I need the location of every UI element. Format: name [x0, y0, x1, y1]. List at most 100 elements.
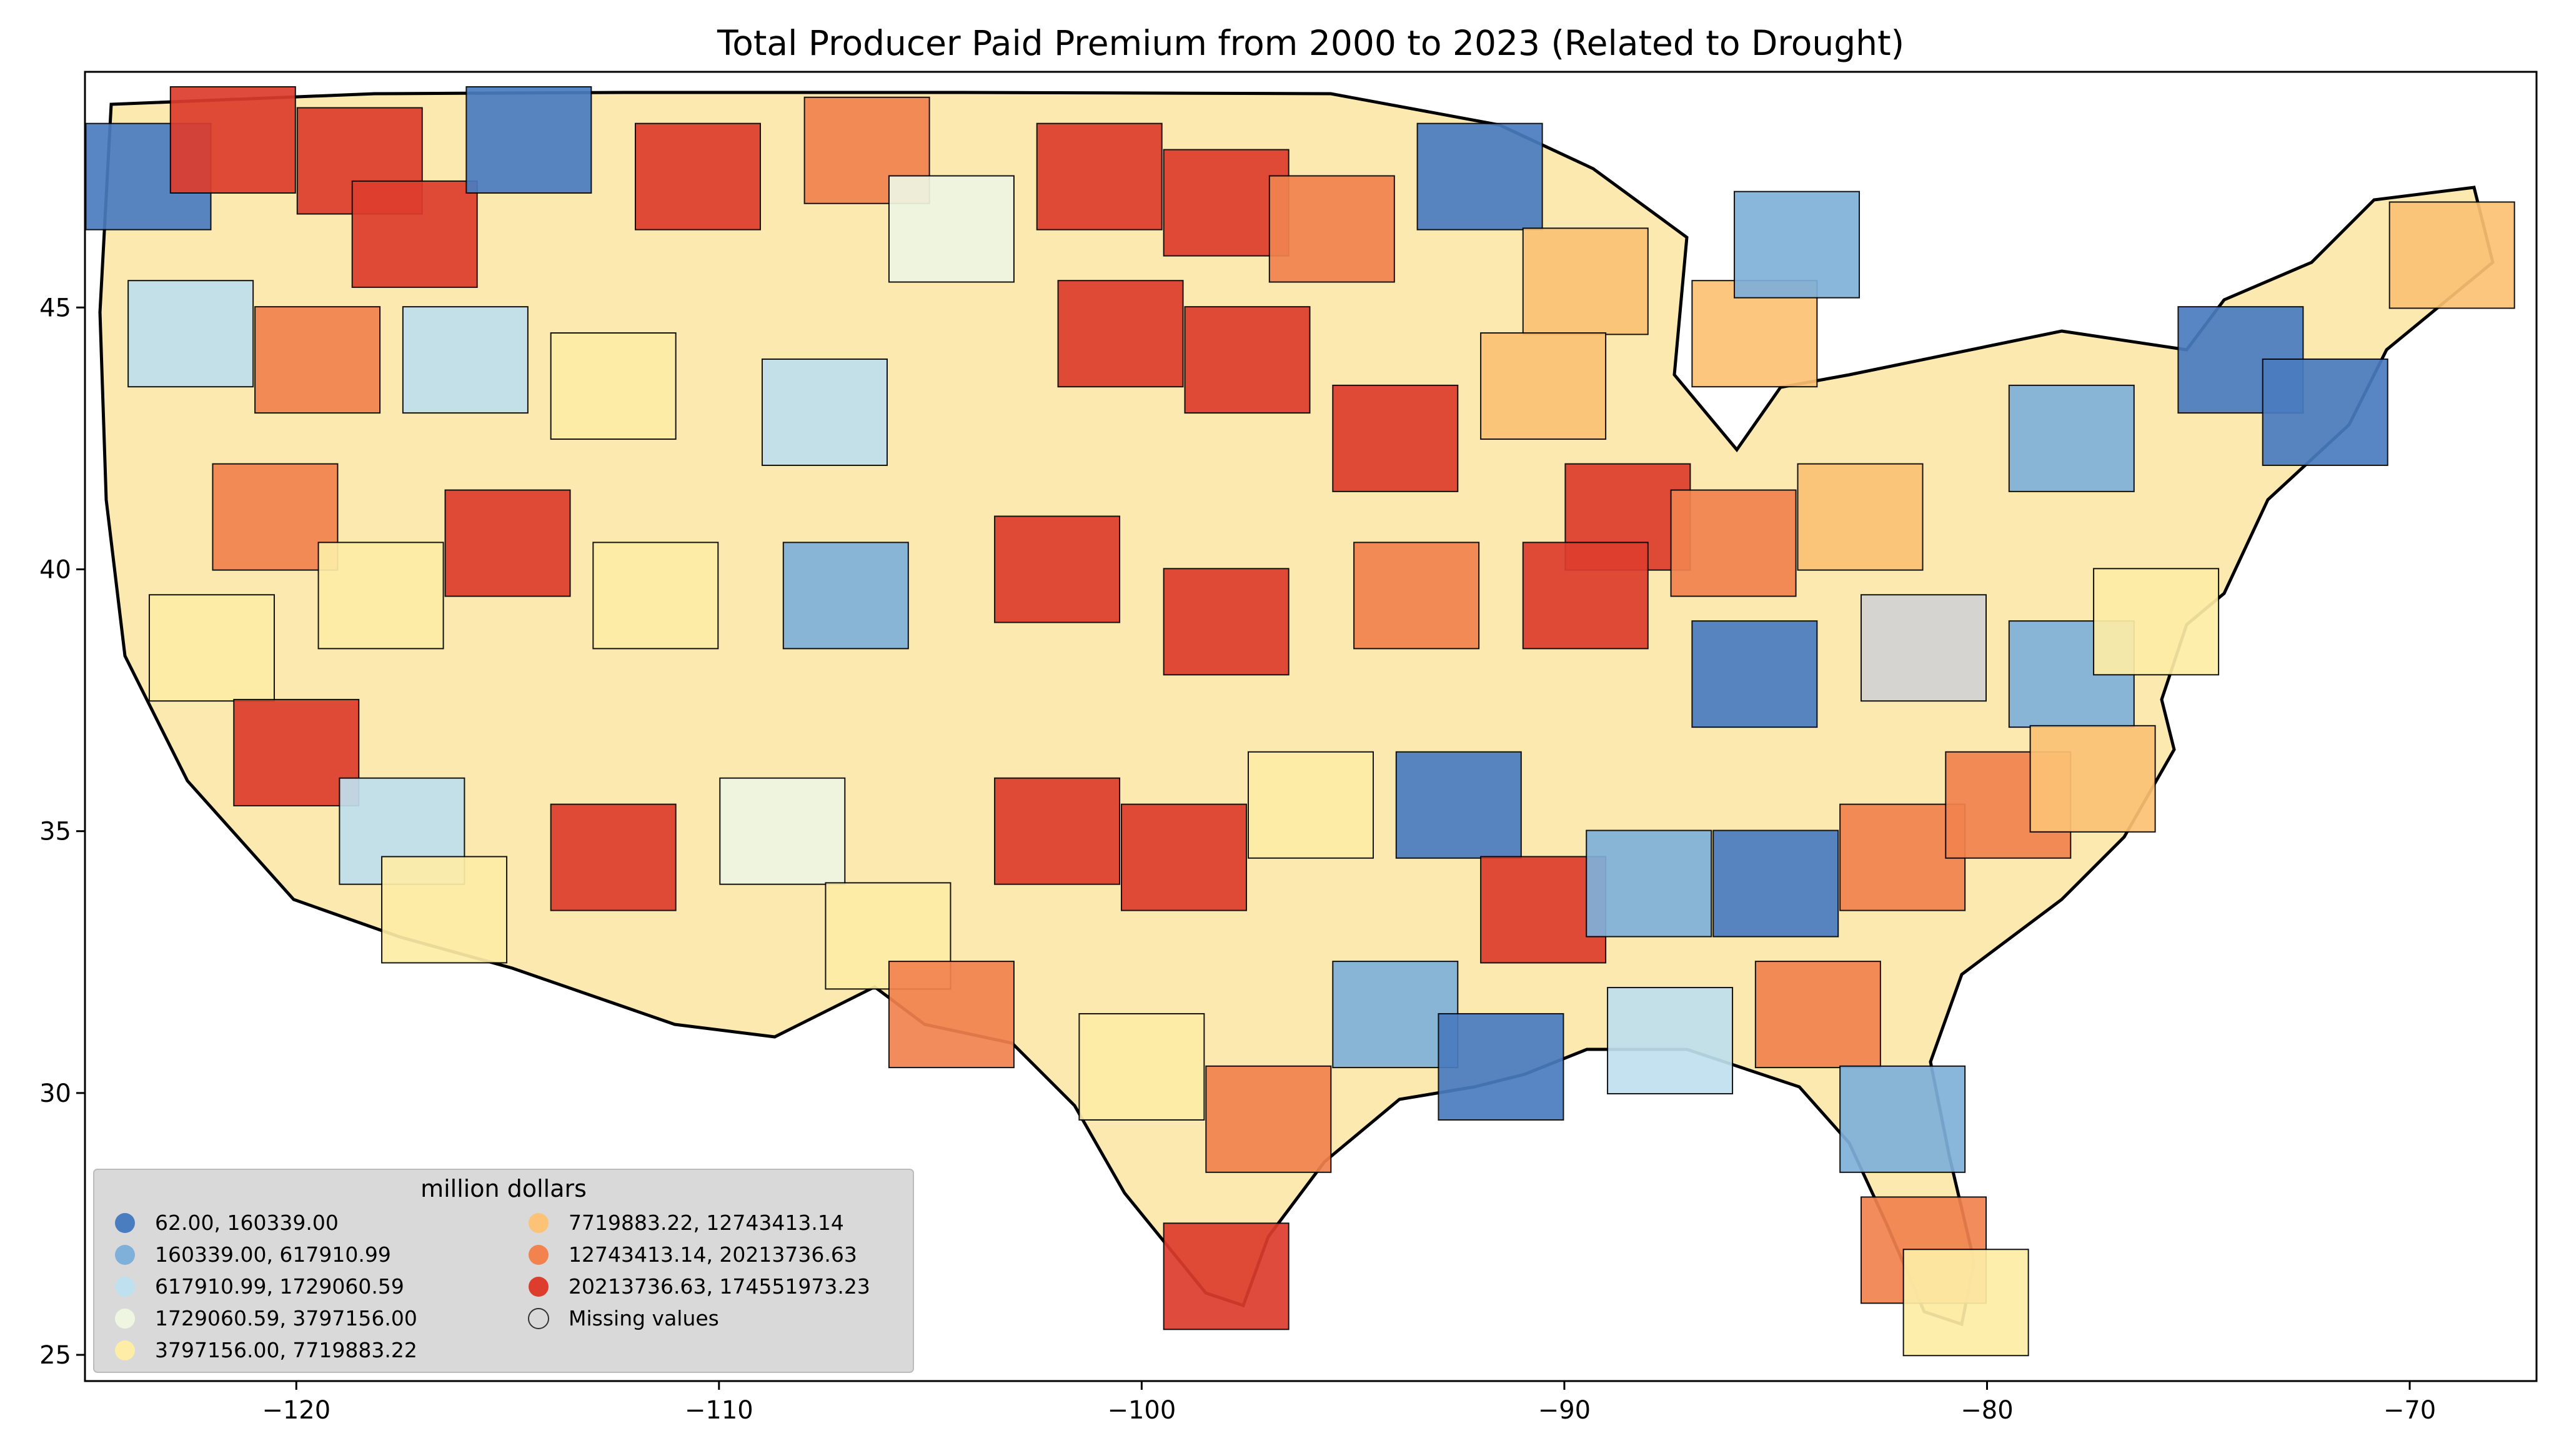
region-patch — [1163, 1222, 1289, 1330]
legend-title: million dollars — [420, 1175, 587, 1202]
region-patch — [233, 698, 360, 806]
y-tick-label: 35 — [39, 818, 71, 846]
x-tick-label: −100 — [1107, 1396, 1176, 1425]
region-patch — [2262, 358, 2388, 466]
region-patch — [994, 777, 1121, 885]
region-patch — [1416, 122, 1543, 230]
region-patch — [1839, 1065, 1966, 1173]
x-tick-label: −80 — [1960, 1396, 2013, 1425]
region-patch — [1522, 542, 1649, 650]
region-patch — [1057, 280, 1184, 388]
x-tick-label: −70 — [2383, 1396, 2436, 1425]
region-patch — [1754, 961, 1881, 1069]
region-patch — [2008, 384, 2135, 492]
region-patch — [1734, 191, 1861, 299]
x-tick-label: −120 — [262, 1396, 330, 1425]
region-patch — [1861, 594, 1987, 702]
region-patch — [1438, 1013, 1564, 1121]
region-patch — [402, 306, 529, 414]
region-patch — [1036, 122, 1163, 230]
region-patch — [1163, 149, 1289, 257]
y-tick-label: 25 — [39, 1341, 71, 1370]
region-patch — [761, 358, 888, 466]
region-patch — [351, 180, 478, 288]
legend-marker-missing — [528, 1308, 549, 1329]
region-patch — [1163, 568, 1289, 676]
region-patch — [1205, 1065, 1332, 1173]
legend-marker — [115, 1213, 135, 1233]
legend: million dollars 62.00, 160339.00 160339.0… — [93, 1169, 914, 1373]
region-patch — [1268, 175, 1395, 283]
region-patch — [592, 542, 719, 650]
legend-label: 160339.00, 617910.99 — [155, 1242, 391, 1267]
region-patch — [1395, 751, 1522, 859]
region-patch — [465, 86, 592, 194]
region-patch — [1480, 332, 1607, 440]
region-patch — [1184, 306, 1311, 414]
legend-marker — [529, 1277, 549, 1297]
x-axis: −120 −110 −100 −90 −80 −70 — [262, 1381, 2436, 1425]
region-patch — [1353, 542, 1480, 650]
legend-box — [93, 1169, 914, 1373]
region-patch — [254, 306, 381, 414]
region-patch — [1607, 987, 1734, 1095]
region-patch — [1332, 384, 1459, 492]
region-patch — [719, 777, 846, 885]
region-patch — [381, 856, 508, 964]
region-patch — [1797, 463, 1924, 571]
region-patch — [127, 280, 254, 388]
region-patch — [317, 542, 444, 650]
region-patch — [994, 515, 1121, 623]
y-tick-label: 40 — [39, 555, 71, 584]
region-patch — [1248, 751, 1374, 859]
region-patch — [2388, 201, 2515, 309]
legend-marker — [115, 1309, 135, 1329]
legend-label: 3797156.00, 7719883.22 — [155, 1338, 417, 1362]
region-patch — [888, 961, 1015, 1069]
region-patch — [1078, 1013, 1205, 1121]
legend-marker — [529, 1245, 549, 1265]
region-patch — [550, 332, 677, 440]
legend-label: 7719883.22, 12743413.14 — [569, 1211, 844, 1235]
region-patch — [1480, 856, 1607, 964]
region-patch — [169, 86, 296, 194]
y-tick-label: 45 — [39, 294, 71, 322]
region-patch — [1902, 1249, 2029, 1357]
region-patch — [1332, 961, 1459, 1069]
region-patch — [212, 463, 339, 571]
legend-label: 62.00, 160339.00 — [155, 1211, 339, 1235]
plot-frame — [84, 71, 2538, 1382]
region-patch — [1121, 803, 1248, 911]
y-axis: 25 30 35 40 45 — [39, 294, 85, 1370]
legend-label: 12743413.14, 20213736.63 — [569, 1242, 857, 1267]
region-patch — [1670, 489, 1797, 597]
region-patch — [1522, 227, 1649, 335]
legend-marker — [115, 1277, 135, 1297]
region-patch — [888, 175, 1015, 283]
region-patch — [444, 489, 571, 597]
legend-entries: 62.00, 160339.00 160339.00, 617910.99 6179… — [115, 1211, 870, 1362]
county-regions — [85, 86, 2515, 1357]
region-patch — [1712, 830, 1839, 938]
x-tick-label: −110 — [685, 1396, 753, 1425]
legend-marker — [115, 1340, 135, 1360]
legend-label: 1729060.59, 3797156.00 — [155, 1306, 417, 1330]
region-patch — [1691, 620, 1818, 728]
legend-label: 20213736.63, 174551973.23 — [569, 1274, 870, 1299]
region-patch — [782, 542, 909, 650]
y-tick-label: 30 — [39, 1079, 71, 1108]
region-patch — [2029, 725, 2156, 833]
region-patch — [635, 122, 761, 230]
region-patch — [2093, 568, 2220, 676]
legend-label: 617910.99, 1729060.59 — [155, 1274, 404, 1299]
x-tick-label: −90 — [1538, 1396, 1591, 1425]
legend-marker — [529, 1213, 549, 1233]
map-layer — [85, 86, 2515, 1357]
chart-title: Total Producer Paid Premium from 2000 to… — [717, 23, 1904, 63]
region-patch — [148, 594, 275, 702]
legend-label: Missing values — [569, 1306, 719, 1330]
region-patch — [550, 803, 677, 911]
legend-marker — [115, 1245, 135, 1265]
region-patch — [1586, 830, 1712, 938]
